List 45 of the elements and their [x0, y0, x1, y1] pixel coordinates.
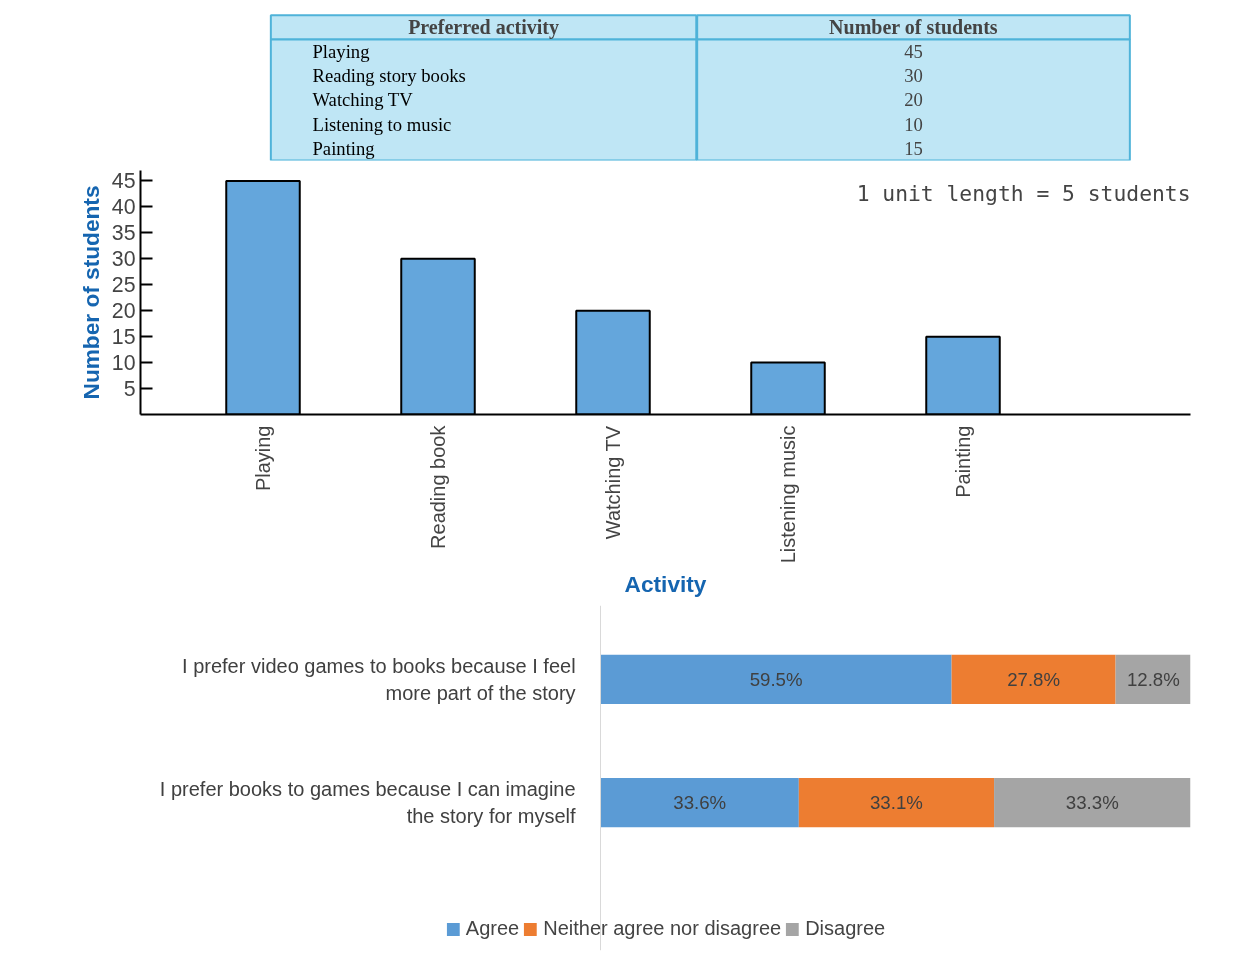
data-label: 30	[904, 65, 923, 87]
x-tick-label: Listening music	[777, 425, 799, 564]
data-label: 33.6%	[673, 792, 727, 814]
y-tick-label: 15	[111, 325, 136, 350]
y-axis-title: Number of students	[77, 185, 104, 400]
y-tick-label: 40	[111, 195, 136, 220]
data-label: 59.5%	[749, 668, 803, 690]
y-tick-label: 30	[111, 247, 136, 272]
y-tick-label: 45	[111, 169, 136, 194]
bar	[600, 654, 952, 705]
y-tick-label: 25	[111, 273, 136, 298]
text: Number of students	[829, 16, 998, 39]
data-label: 12.8%	[1126, 668, 1180, 690]
data-label: 20	[904, 89, 923, 111]
category-label: Playing	[312, 41, 370, 63]
category-label: Watching TV	[312, 89, 414, 111]
text: Preferred activity	[408, 16, 559, 40]
x-axis-title: Activity	[624, 571, 707, 598]
x-tick-label: Watching TV	[602, 425, 624, 540]
y-tick-label: 35	[111, 221, 136, 246]
bar	[600, 778, 799, 828]
y-tick-label: 10	[111, 351, 136, 376]
category-label: Listening to music	[312, 113, 452, 135]
data-label: 15	[904, 137, 923, 159]
legend-label: Neither agree nor disagree	[543, 917, 782, 940]
data-label: 10	[904, 113, 923, 135]
x-tick-label: Reading book	[427, 424, 449, 549]
y-tick-label: I prefer books to games because I can imagine the story for myself	[159, 778, 577, 827]
bar	[951, 654, 1116, 705]
x-tick-label: Painting	[952, 425, 974, 498]
bar	[994, 778, 1191, 828]
category-label: Painting	[312, 137, 375, 159]
data-label: 33.3%	[1065, 792, 1119, 814]
legend-label: Agree	[465, 917, 520, 940]
data-label: 33.1%	[869, 792, 923, 814]
data-label: 45	[904, 41, 923, 63]
y-tick-label: 20	[111, 299, 136, 324]
y-tick-label: 5	[123, 377, 136, 402]
bar	[798, 778, 995, 828]
category-label: Reading story books	[312, 65, 466, 87]
legend-label: Disagree	[805, 917, 886, 940]
y-tick-label: I prefer video games to books because I feel more part of the story	[182, 655, 576, 704]
x-tick-label: Playing	[252, 425, 274, 492]
annotation: 1 unit length = 5 students	[856, 180, 1191, 206]
data-label: 27.8%	[1007, 668, 1061, 690]
